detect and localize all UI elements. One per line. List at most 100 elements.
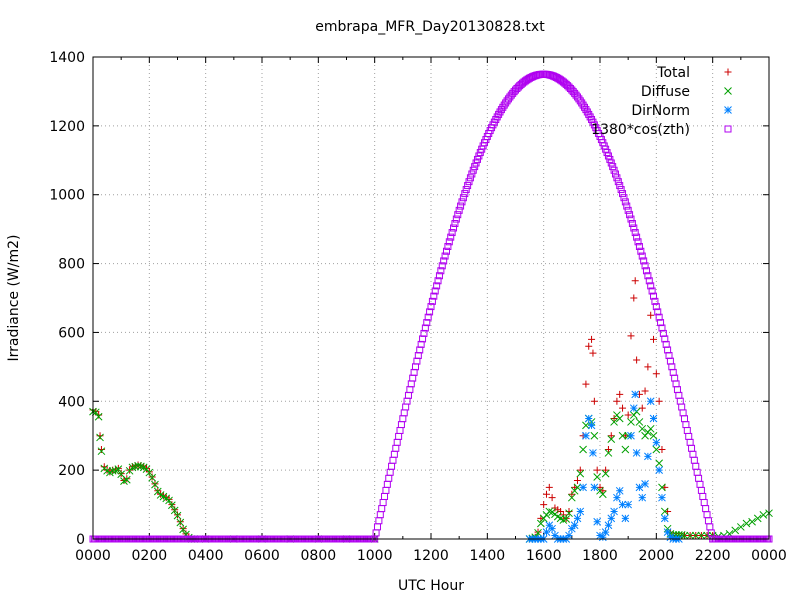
data-point	[545, 483, 553, 491]
data-point	[616, 390, 624, 398]
data-point	[655, 466, 664, 474]
data-point	[644, 363, 652, 371]
x-tick-label: 0800	[301, 548, 337, 564]
data-point	[638, 252, 646, 260]
data-point	[590, 431, 599, 440]
data-point	[655, 397, 663, 405]
data-point	[402, 403, 410, 411]
data-point	[410, 368, 418, 376]
x-tick-label: 0400	[188, 548, 224, 564]
data-point	[644, 272, 652, 280]
data-point	[545, 507, 554, 516]
data-point	[97, 445, 105, 453]
data-point	[627, 431, 635, 440]
data-point	[627, 215, 635, 223]
data-point	[451, 220, 459, 228]
data-point	[637, 247, 645, 255]
legend-label: 1380*cos(zth)	[591, 122, 690, 138]
legend-swatch	[724, 125, 732, 133]
data-point	[624, 411, 632, 419]
data-point	[697, 531, 706, 540]
data-point	[598, 490, 607, 499]
data-point	[376, 511, 384, 519]
data-point	[437, 267, 445, 275]
data-point	[393, 438, 401, 446]
data-point	[165, 496, 173, 505]
data-point	[671, 374, 679, 382]
data-point	[676, 397, 684, 405]
data-point	[681, 415, 688, 423]
plot-frame	[92, 56, 770, 540]
data-point	[610, 418, 618, 426]
data-point	[696, 480, 704, 488]
data-point	[673, 386, 681, 394]
data-point	[627, 332, 635, 340]
data-point	[635, 243, 643, 251]
data-point	[579, 445, 587, 454]
data-point	[151, 480, 159, 489]
data-point	[445, 238, 453, 246]
data-point	[607, 159, 615, 167]
data-point	[679, 409, 687, 417]
data-point	[644, 452, 652, 461]
data-point	[615, 414, 624, 423]
data-point	[601, 528, 610, 536]
data-point	[400, 409, 408, 417]
data-point	[604, 445, 612, 453]
data-point	[435, 272, 443, 280]
data-point	[375, 517, 383, 525]
data-point	[471, 163, 479, 171]
data-point	[388, 462, 396, 470]
data-point	[621, 514, 630, 523]
data-point	[686, 531, 694, 540]
data-point	[613, 397, 621, 405]
data-point	[589, 349, 597, 357]
data-point	[690, 456, 698, 464]
data-point	[588, 335, 596, 343]
data-point	[548, 524, 556, 533]
data-point	[619, 190, 627, 198]
data-point	[404, 391, 412, 399]
data-point	[631, 390, 640, 399]
series-1	[89, 407, 773, 543]
data-point	[680, 531, 689, 540]
data-point	[392, 444, 400, 452]
data-point	[452, 215, 460, 223]
data-point	[448, 229, 456, 237]
data-point	[601, 469, 610, 478]
series-2	[525, 390, 683, 543]
data-point	[386, 468, 394, 476]
data-point	[609, 163, 617, 171]
data-point	[441, 252, 449, 260]
data-point	[390, 450, 398, 458]
data-point	[587, 421, 596, 430]
data-point	[619, 404, 627, 412]
data-point	[412, 363, 420, 371]
data-point	[176, 518, 185, 527]
data-point	[565, 507, 573, 515]
data-point	[122, 475, 131, 484]
data-point	[596, 531, 604, 540]
data-point	[742, 519, 751, 528]
data-point	[381, 492, 389, 500]
data-point	[634, 238, 642, 246]
y-tick-label: 800	[58, 257, 85, 273]
legend-swatch	[724, 68, 732, 76]
data-point	[638, 493, 647, 502]
data-point	[431, 287, 439, 295]
data-point	[655, 459, 664, 468]
x-tick-label: 1400	[470, 548, 506, 564]
data-point	[699, 492, 707, 500]
data-point	[145, 468, 154, 477]
chart-title: embrapa_MFR_Day20130828.txt	[315, 19, 545, 35]
data-point	[421, 324, 429, 332]
data-point	[565, 531, 573, 540]
data-point	[682, 421, 690, 429]
data-point	[642, 267, 650, 275]
data-point	[604, 521, 613, 530]
data-point	[692, 462, 700, 470]
y-tick-label: 200	[58, 463, 85, 479]
data-point	[615, 486, 624, 495]
data-point	[659, 329, 667, 337]
data-point	[683, 426, 691, 434]
